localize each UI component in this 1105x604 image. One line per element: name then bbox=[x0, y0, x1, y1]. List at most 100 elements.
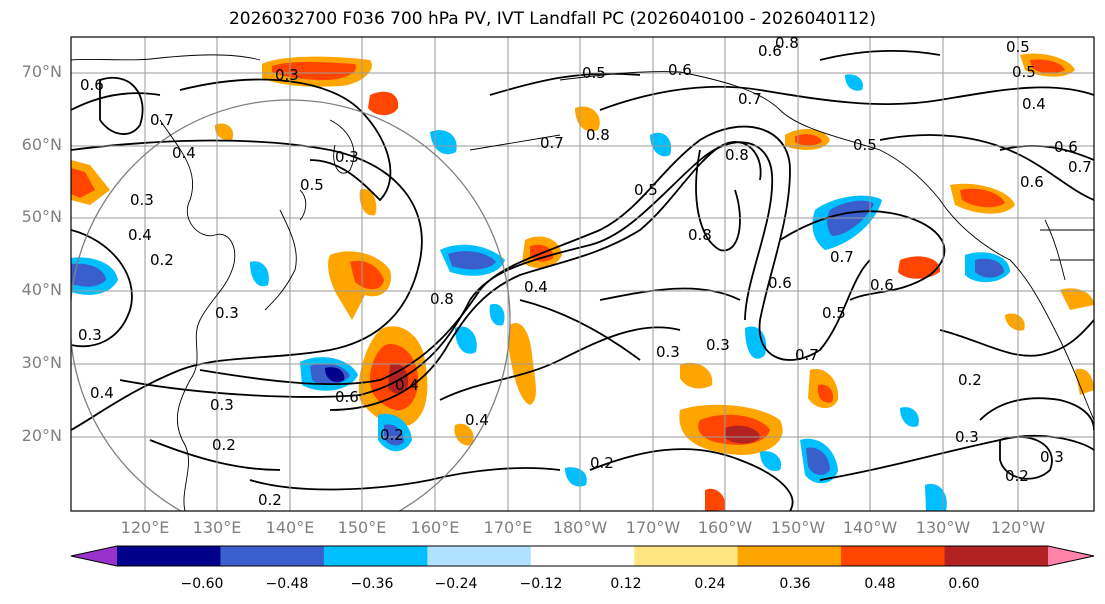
colorbar-segment bbox=[530, 546, 635, 566]
contour-label: 0.6 bbox=[768, 274, 792, 292]
lon-label: 150°E bbox=[337, 518, 387, 537]
anomaly-patch bbox=[900, 407, 919, 427]
contour-label: 0.3 bbox=[706, 336, 730, 354]
west-coast bbox=[1040, 219, 1094, 281]
alaska-coast bbox=[559, 71, 1094, 421]
colorbar-tick-label: −0.60 bbox=[180, 576, 224, 592]
anomaly-patch bbox=[725, 425, 760, 444]
contour-label: 0.7 bbox=[738, 90, 762, 108]
anomaly-patch bbox=[1005, 313, 1025, 331]
contour-label: 0.5 bbox=[582, 64, 606, 82]
anomaly-patch bbox=[975, 258, 1004, 278]
pv-contour-layer bbox=[71, 49, 1094, 511]
contour-label: 0.8 bbox=[430, 290, 454, 308]
anomaly-patch bbox=[760, 451, 782, 472]
anomaly-patch bbox=[489, 303, 505, 326]
contour-label: 0.5 bbox=[1006, 38, 1030, 56]
anomaly-patch bbox=[250, 261, 269, 287]
anomaly-patch bbox=[898, 256, 941, 279]
contour-label: 0.3 bbox=[1040, 448, 1064, 466]
asia-coast bbox=[71, 54, 261, 511]
colorbar-tick-label: 0.12 bbox=[610, 576, 642, 592]
contour-label: 0.4 bbox=[172, 144, 196, 162]
contour-label: 0.3 bbox=[130, 191, 154, 209]
contour-label: 0.6 bbox=[335, 388, 359, 406]
lat-label: 70°N bbox=[21, 62, 62, 81]
contour-label-layer: 0.3 0.6 0.7 0.4 0.3 0.4 0.2 0.3 0.3 0.3 … bbox=[78, 34, 1092, 509]
contour-label: 0.2 bbox=[150, 251, 174, 269]
colorbar-extend-max bbox=[1048, 546, 1094, 566]
aleutian-islands bbox=[469, 134, 561, 151]
anomaly-patch bbox=[430, 130, 457, 155]
anomaly-patch bbox=[806, 447, 830, 475]
contour-label: 0.4 bbox=[90, 384, 114, 402]
contour-label: 0.3 bbox=[275, 66, 299, 84]
contour-label: 0.4 bbox=[395, 376, 419, 394]
colorbar-segment bbox=[737, 546, 842, 566]
plot-frame bbox=[70, 36, 1095, 512]
lon-label: 140°W bbox=[842, 518, 898, 537]
anomaly-patch bbox=[368, 91, 399, 116]
lon-label: 180°W bbox=[552, 518, 608, 537]
contour-label: 0.7 bbox=[830, 248, 854, 266]
contour-label: 0.3 bbox=[955, 428, 979, 446]
contour-label: 0.3 bbox=[215, 304, 239, 322]
contour-label: 0.2 bbox=[258, 491, 282, 509]
anomaly-patch bbox=[455, 326, 477, 354]
contour-label: 0.2 bbox=[380, 426, 404, 444]
contour-label: 0.8 bbox=[688, 226, 712, 244]
contour-label: 0.4 bbox=[465, 411, 489, 429]
anomaly-patch bbox=[71, 263, 106, 287]
anomaly-patch bbox=[454, 423, 474, 446]
lat-label: 40°N bbox=[21, 280, 62, 299]
pv-anomaly-fill-layer bbox=[71, 53, 1094, 511]
contour-label: 0.2 bbox=[1005, 467, 1029, 485]
colorbar-tick-label: −0.36 bbox=[350, 576, 394, 592]
lon-label: 130°W bbox=[915, 518, 971, 537]
contour-label: 0.4 bbox=[128, 226, 152, 244]
contour-label: 0.6 bbox=[758, 42, 782, 60]
anomaly-patch bbox=[384, 424, 404, 446]
anomaly-patch bbox=[650, 132, 672, 157]
lon-label: 160°E bbox=[410, 518, 460, 537]
contour-label: 0.3 bbox=[78, 326, 102, 344]
colorbar-segment bbox=[323, 546, 428, 566]
colorbar-segment bbox=[220, 546, 325, 566]
contour-label: 0.7 bbox=[150, 111, 174, 129]
lon-label: 120°E bbox=[120, 518, 170, 537]
anomaly-patch bbox=[1060, 288, 1094, 310]
japan-coast bbox=[264, 189, 307, 311]
lon-label: 130°E bbox=[192, 518, 242, 537]
contour-label: 0.5 bbox=[1012, 63, 1036, 81]
colorbar-tick-label: 0.36 bbox=[779, 576, 811, 592]
lon-label: 140°E bbox=[265, 518, 315, 537]
contour-label: 0.8 bbox=[586, 126, 610, 144]
colorbar-segment bbox=[634, 546, 739, 566]
colorbar-tick-label: 0.60 bbox=[948, 576, 980, 592]
anomaly-patch bbox=[680, 362, 713, 389]
contour-label: 0.8 bbox=[775, 34, 799, 52]
colorbar-extend-min bbox=[71, 546, 117, 566]
anomaly-patch bbox=[214, 123, 234, 141]
anomaly-patch bbox=[960, 188, 1005, 208]
lat-label: 20°N bbox=[21, 426, 62, 445]
anomaly-patch bbox=[795, 134, 822, 146]
graticule-layer bbox=[71, 37, 1094, 511]
anomaly-patch bbox=[388, 363, 409, 394]
anomaly-patch bbox=[845, 74, 863, 91]
colorbar-segment bbox=[841, 546, 946, 566]
contour-label: 0.5 bbox=[822, 304, 846, 322]
anomaly-patch bbox=[350, 260, 384, 290]
contour-label: 0.2 bbox=[212, 436, 236, 454]
colorbar-tick-label: −0.24 bbox=[434, 576, 478, 592]
colorbar-outline bbox=[70, 545, 1095, 567]
contour-label: 0.5 bbox=[634, 181, 658, 199]
contour-label: 0.6 bbox=[668, 61, 692, 79]
anomaly-patch bbox=[575, 106, 600, 132]
anomaly-patch bbox=[565, 467, 587, 487]
contour-label: 0.2 bbox=[590, 454, 614, 472]
anomaly-patch bbox=[925, 483, 947, 511]
reference-circle bbox=[71, 99, 511, 511]
lon-label: 150°W bbox=[770, 518, 826, 537]
